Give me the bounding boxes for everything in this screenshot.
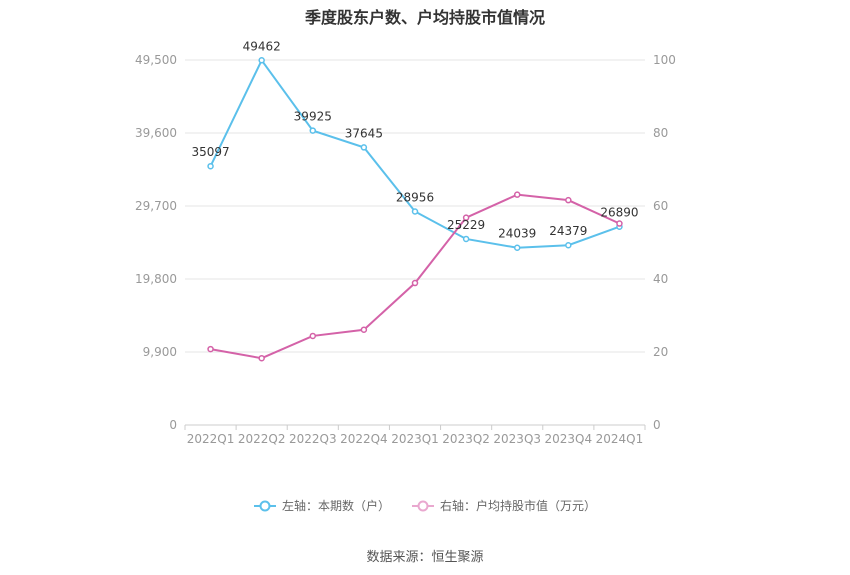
series-line-right xyxy=(210,193,620,360)
left-axis-tick-label: 49,500 xyxy=(135,53,177,67)
axes: 0 9,900 19,800 29,700 39,600 49,500 0 20 40 60 80 1… xyxy=(135,53,676,446)
data-source: 数据来源：恒生聚源 xyxy=(366,550,484,565)
data-point-left[interactable] xyxy=(258,57,265,64)
data-point-left[interactable] xyxy=(462,235,470,243)
x-axis-tick-label: 2022Q3 xyxy=(289,432,337,446)
right-axis-tick-label: 80 xyxy=(653,126,668,140)
left-axis-tick-label: 29,700 xyxy=(135,199,177,213)
data-point-right[interactable] xyxy=(207,345,214,353)
data-labels: 35097 49462 39925 37645 28956 25229 24039 24379… xyxy=(191,39,638,240)
data-label: 24039 xyxy=(498,227,536,241)
legend-item-left-series[interactable]: 左轴：本期数（户） xyxy=(253,497,390,514)
data-label: 39925 xyxy=(294,110,332,124)
data-label: 49462 xyxy=(243,39,281,53)
chart-title: 季度股东户数、户均持股市值情况 xyxy=(304,8,545,27)
data-point-left[interactable] xyxy=(411,208,419,215)
data-point-left[interactable] xyxy=(513,244,521,251)
data-point-right[interactable] xyxy=(462,214,470,221)
x-axis-tick-label: 2023Q3 xyxy=(493,432,541,446)
data-point-left[interactable] xyxy=(207,162,214,170)
left-axis-tick-label: 19,800 xyxy=(135,272,177,286)
data-point-right[interactable] xyxy=(411,279,419,287)
x-axis-tick-label: 2023Q1 xyxy=(391,432,439,446)
grid-lines xyxy=(185,59,645,426)
x-axis-tick-label: 2023Q2 xyxy=(442,432,490,446)
data-label: 24379 xyxy=(549,224,587,238)
right-axis-tick-label: 60 xyxy=(653,199,668,213)
data-point-left[interactable] xyxy=(360,144,368,151)
legend-label-right: 右轴：户均持股市值（万元） xyxy=(440,499,597,513)
legend-item-right-series[interactable]: 右轴：户均持股市值（万元） xyxy=(412,497,596,514)
right-axis-tick-label: 20 xyxy=(653,345,668,359)
data-point-left[interactable] xyxy=(309,127,317,134)
data-point-right[interactable] xyxy=(513,191,521,198)
right-axis-tick-label: 40 xyxy=(653,272,668,286)
data-label: 37645 xyxy=(345,126,383,140)
right-axis-tick-label: 100 xyxy=(653,53,676,67)
data-point-right[interactable] xyxy=(360,326,368,333)
data-point-right[interactable] xyxy=(616,220,623,227)
left-axis-tick-label: 0 xyxy=(169,418,177,432)
series-line-left xyxy=(209,58,620,249)
x-axis-tick-label: 2022Q4 xyxy=(340,432,388,446)
x-axis-tick-label: 2024Q1 xyxy=(596,432,644,446)
data-point-right[interactable] xyxy=(565,196,572,204)
data-point-right[interactable] xyxy=(258,354,265,362)
data-label: 25229 xyxy=(447,218,485,232)
data-label: 28956 xyxy=(396,190,434,204)
left-axis-tick-label: 39,600 xyxy=(135,126,177,140)
x-axis-tick-label: 2023Q4 xyxy=(545,432,593,446)
data-point-left[interactable] xyxy=(565,241,572,249)
legend: 左轴：本期数（户） 右轴：户均持股市值（万元） xyxy=(0,497,850,514)
legend-line-icon xyxy=(412,500,434,511)
right-axis-tick-label: 0 xyxy=(653,418,661,432)
x-axis-tick-label: 2022Q2 xyxy=(238,432,286,446)
data-label: 26890 xyxy=(600,206,638,220)
data-point-right[interactable] xyxy=(309,332,317,340)
data-label: 35097 xyxy=(191,145,229,159)
left-axis-tick-label: 9,900 xyxy=(143,345,177,359)
legend-line-icon xyxy=(253,500,276,511)
series xyxy=(207,57,623,362)
x-axis-tick-label: 2022Q1 xyxy=(187,432,235,446)
legend-label-left: 左轴：本期数（户） xyxy=(281,499,390,513)
